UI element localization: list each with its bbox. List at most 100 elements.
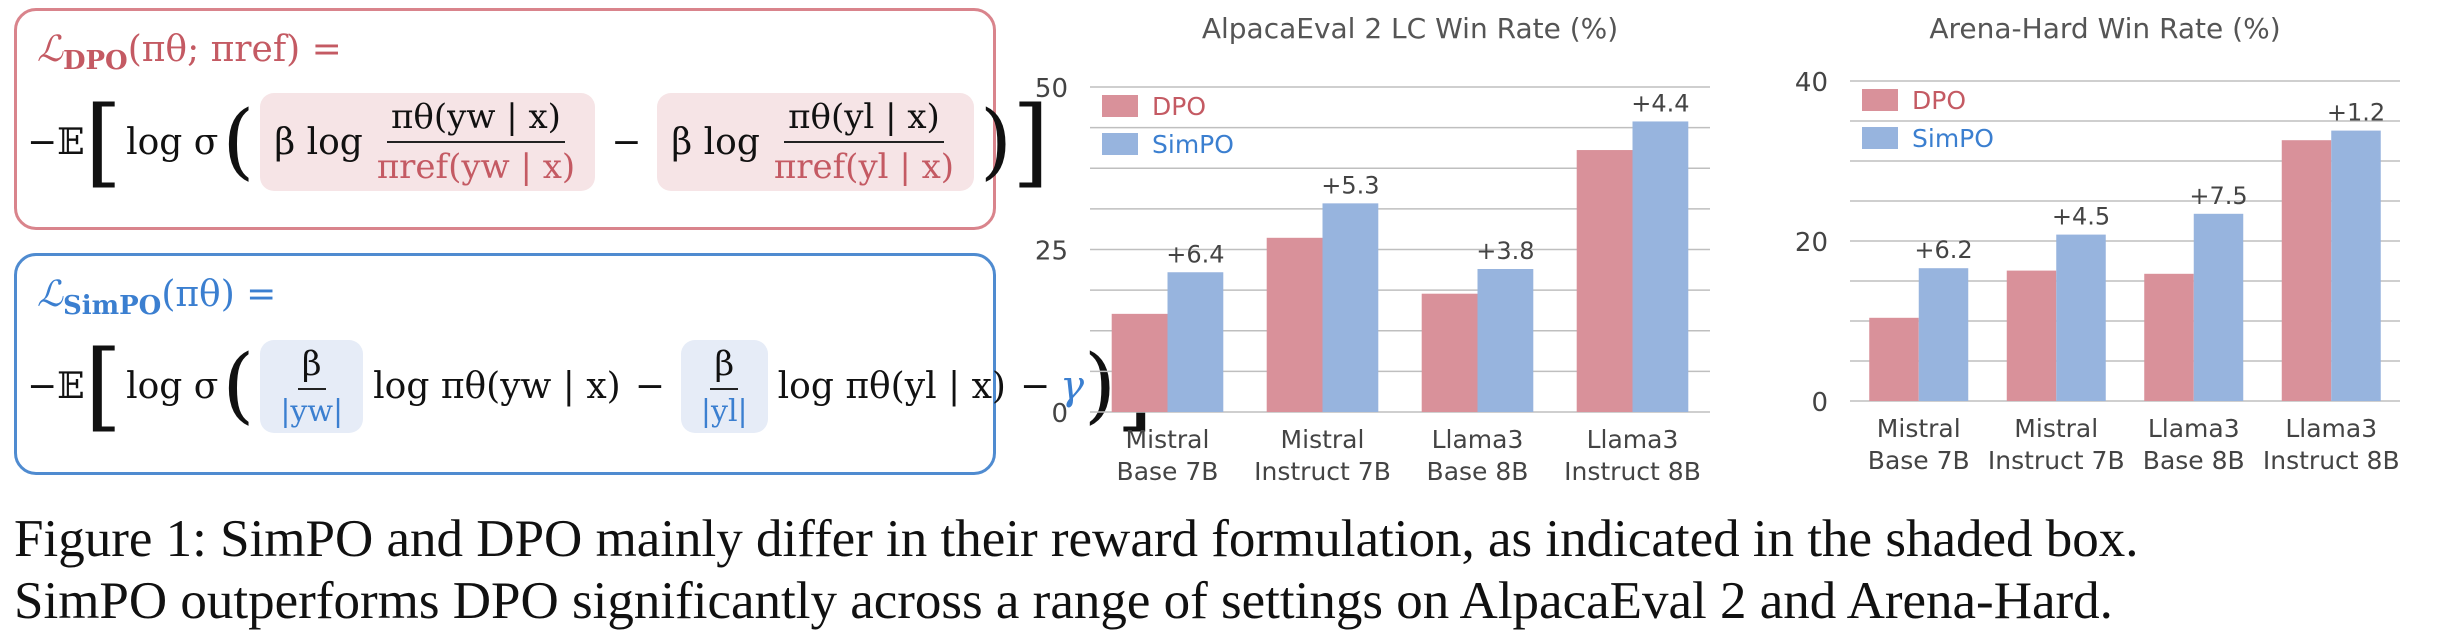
improvement-label: +4.4 xyxy=(1631,89,1689,117)
x-tick-label: Instruct 8B xyxy=(2263,446,2400,475)
dpo-log-sigma: log σ xyxy=(126,121,219,163)
improvement-label: +6.2 xyxy=(1914,236,1972,264)
simpo-norm-chosen-num: β xyxy=(297,344,326,390)
legend-swatch-simpo xyxy=(1102,133,1138,155)
x-tick-label: Mistral xyxy=(1126,425,1210,454)
x-tick-label: Instruct 8B xyxy=(1564,457,1701,486)
dpo-right-bracket: ] xyxy=(1012,86,1050,198)
arena-chart-title: Arena-Hard Win Rate (%) xyxy=(1929,12,2281,45)
simpo-loss-symbol: ℒ xyxy=(37,274,63,315)
dpo-reward-term-rejected: β log πθ(yl | x) πref(yl | x) xyxy=(657,93,975,191)
x-tick-label: Llama3 xyxy=(1432,425,1524,454)
bar-simpo-0 xyxy=(1918,268,1969,401)
x-tick-label: Instruct 7B xyxy=(1254,457,1391,486)
bar-dpo-2 xyxy=(1421,293,1478,412)
caption-line-1: Figure 1: SimPO and DPO mainly differ in… xyxy=(14,510,2139,568)
alpaca-chart: 0 25 50 +6.4 Mistral Base 7B +5.3 Mistral Instru… xyxy=(1035,74,1710,486)
x-tick-label: Mistral xyxy=(1281,425,1365,454)
dpo-reward-term-chosen: β log πθ(yw | x) πref(yw | x) xyxy=(260,93,596,191)
dpo-left-paren: ( xyxy=(222,94,255,189)
dpo-loss-subscript: DPO xyxy=(62,46,128,77)
dpo-loss-symbol: ℒ xyxy=(37,29,63,70)
simpo-log-sigma: log σ xyxy=(126,365,219,407)
simpo-left-bracket: [ xyxy=(84,330,123,442)
dpo-neg-expectation: −𝔼 xyxy=(27,121,85,163)
dpo-loss-expression: −𝔼 [ log σ ( β log πθ(yw | x) πref(yw | … xyxy=(27,93,1050,191)
simpo-gamma: γ xyxy=(1060,363,1085,409)
y-tick-label: 50 xyxy=(1035,74,1068,104)
bar-dpo-2 xyxy=(2144,273,2194,401)
dpo-formula-box: ℒDPO(πθ; πref) = −𝔼 [ log σ ( β log πθ(y… xyxy=(14,8,1050,230)
simpo-norm-chosen: β |yw| xyxy=(276,344,347,429)
legend-label-dpo: DPO xyxy=(1912,86,1966,115)
bar-simpo-0 xyxy=(1167,272,1224,412)
improvement-label: +7.5 xyxy=(2189,182,2247,210)
dpo-loss-definition: ℒDPO(πθ; πref) = xyxy=(37,29,342,76)
bar-dpo-1 xyxy=(2006,270,2057,401)
legend-label-dpo: DPO xyxy=(1152,92,1206,121)
bar-simpo-3 xyxy=(1632,121,1689,412)
dpo-ratio-rejected-num: πθ(yl | x) xyxy=(784,97,944,143)
x-tick-label: Base 7B xyxy=(1868,446,1970,475)
legend-swatch-dpo xyxy=(1102,95,1138,117)
dpo-ratio-rejected: πθ(yl | x) πref(yl | x) xyxy=(770,97,958,187)
improvement-label: +1.2 xyxy=(2327,99,2385,127)
bar-dpo-3 xyxy=(2281,140,2332,401)
bar-dpo-1 xyxy=(1266,237,1323,412)
simpo-norm-chosen-den: |yw| xyxy=(280,393,344,429)
dpo-beta-log-2: β log xyxy=(671,121,760,163)
bar-dpo-0 xyxy=(1111,313,1168,412)
improvement-label: +4.5 xyxy=(2052,203,2110,231)
simpo-loss-expression: −𝔼 [ log σ ( β |yw| log πθ(yw | x) − β |… xyxy=(27,338,1153,434)
bar-simpo-2 xyxy=(1477,269,1534,412)
simpo-norm-rejected-num: β xyxy=(710,344,739,390)
simpo-minus: − xyxy=(634,365,665,407)
legend-swatch-simpo xyxy=(1862,127,1898,149)
y-tick-label: 25 xyxy=(1035,237,1068,267)
bar-dpo-0 xyxy=(1869,317,1919,401)
simpo-loss-subscript: SimPO xyxy=(62,291,162,322)
bar-dpo-3 xyxy=(1576,150,1633,413)
dpo-ratio-chosen: πθ(yw | x) πref(yw | x) xyxy=(373,97,579,187)
x-tick-label: Llama3 xyxy=(2285,414,2377,443)
dpo-minus: − xyxy=(611,121,642,163)
y-tick-label: 0 xyxy=(1811,388,1828,418)
legend-swatch-dpo xyxy=(1862,89,1898,111)
bar-simpo-1 xyxy=(1322,203,1379,412)
legend-label-simpo: SimPO xyxy=(1152,130,1234,159)
x-tick-label: Mistral xyxy=(2014,414,2098,443)
simpo-reward-term-chosen: β |yw| xyxy=(260,339,364,433)
figure-caption: Figure 1: SimPO and DPO mainly differ in… xyxy=(14,508,2434,632)
simpo-norm-rejected-den: |yl| xyxy=(700,393,748,429)
improvement-label: +6.4 xyxy=(1166,240,1224,268)
arena-chart: 0 20 40 +6.2 Mistral Base 7B +4.5 Mistral Instru… xyxy=(1795,68,2400,475)
dpo-ratio-chosen-den: πref(yw | x) xyxy=(376,147,576,187)
simpo-neg-expectation: −𝔼 xyxy=(27,365,85,407)
x-tick-label: Base 7B xyxy=(1117,457,1219,486)
improvement-label: +3.8 xyxy=(1476,237,1534,265)
caption-line-2: SimPO outperforms DPO significantly acro… xyxy=(14,572,2113,630)
dpo-beta-log-1: β log xyxy=(274,121,363,163)
simpo-reward-term-rejected: β |yl| xyxy=(680,339,768,433)
simpo-loss-args: (πθ) = xyxy=(161,274,277,315)
simpo-right-paren: ) xyxy=(1084,338,1117,433)
x-tick-label: Mistral xyxy=(1877,414,1961,443)
x-tick-label: Instruct 7B xyxy=(1988,446,2125,475)
x-tick-label: Llama3 xyxy=(2148,414,2240,443)
bar-simpo-3 xyxy=(2331,130,2381,401)
improvement-label: +5.3 xyxy=(1321,171,1379,199)
dpo-loss-args: (πθ; πref) = xyxy=(127,29,342,70)
x-tick-label: Base 8B xyxy=(2143,446,2245,475)
bar-simpo-2 xyxy=(2193,213,2244,401)
dpo-right-paren: ) xyxy=(980,94,1013,189)
x-tick-label: Base 8B xyxy=(1427,457,1529,486)
simpo-gamma-minus: − xyxy=(1019,365,1051,407)
simpo-logprob-rejected: log πθ(yl | x) xyxy=(777,365,1006,407)
simpo-logprob-chosen: log πθ(yw | x) xyxy=(373,365,621,407)
dpo-ratio-rejected-den: πref(yl | x) xyxy=(773,147,955,187)
simpo-norm-rejected: β |yl| xyxy=(697,344,752,429)
y-tick-label: 20 xyxy=(1795,228,1828,258)
simpo-loss-definition: ℒSimPO(πθ) = xyxy=(37,274,276,321)
legend-label-simpo: SimPO xyxy=(1912,124,1994,153)
y-tick-label: 40 xyxy=(1795,68,1828,98)
